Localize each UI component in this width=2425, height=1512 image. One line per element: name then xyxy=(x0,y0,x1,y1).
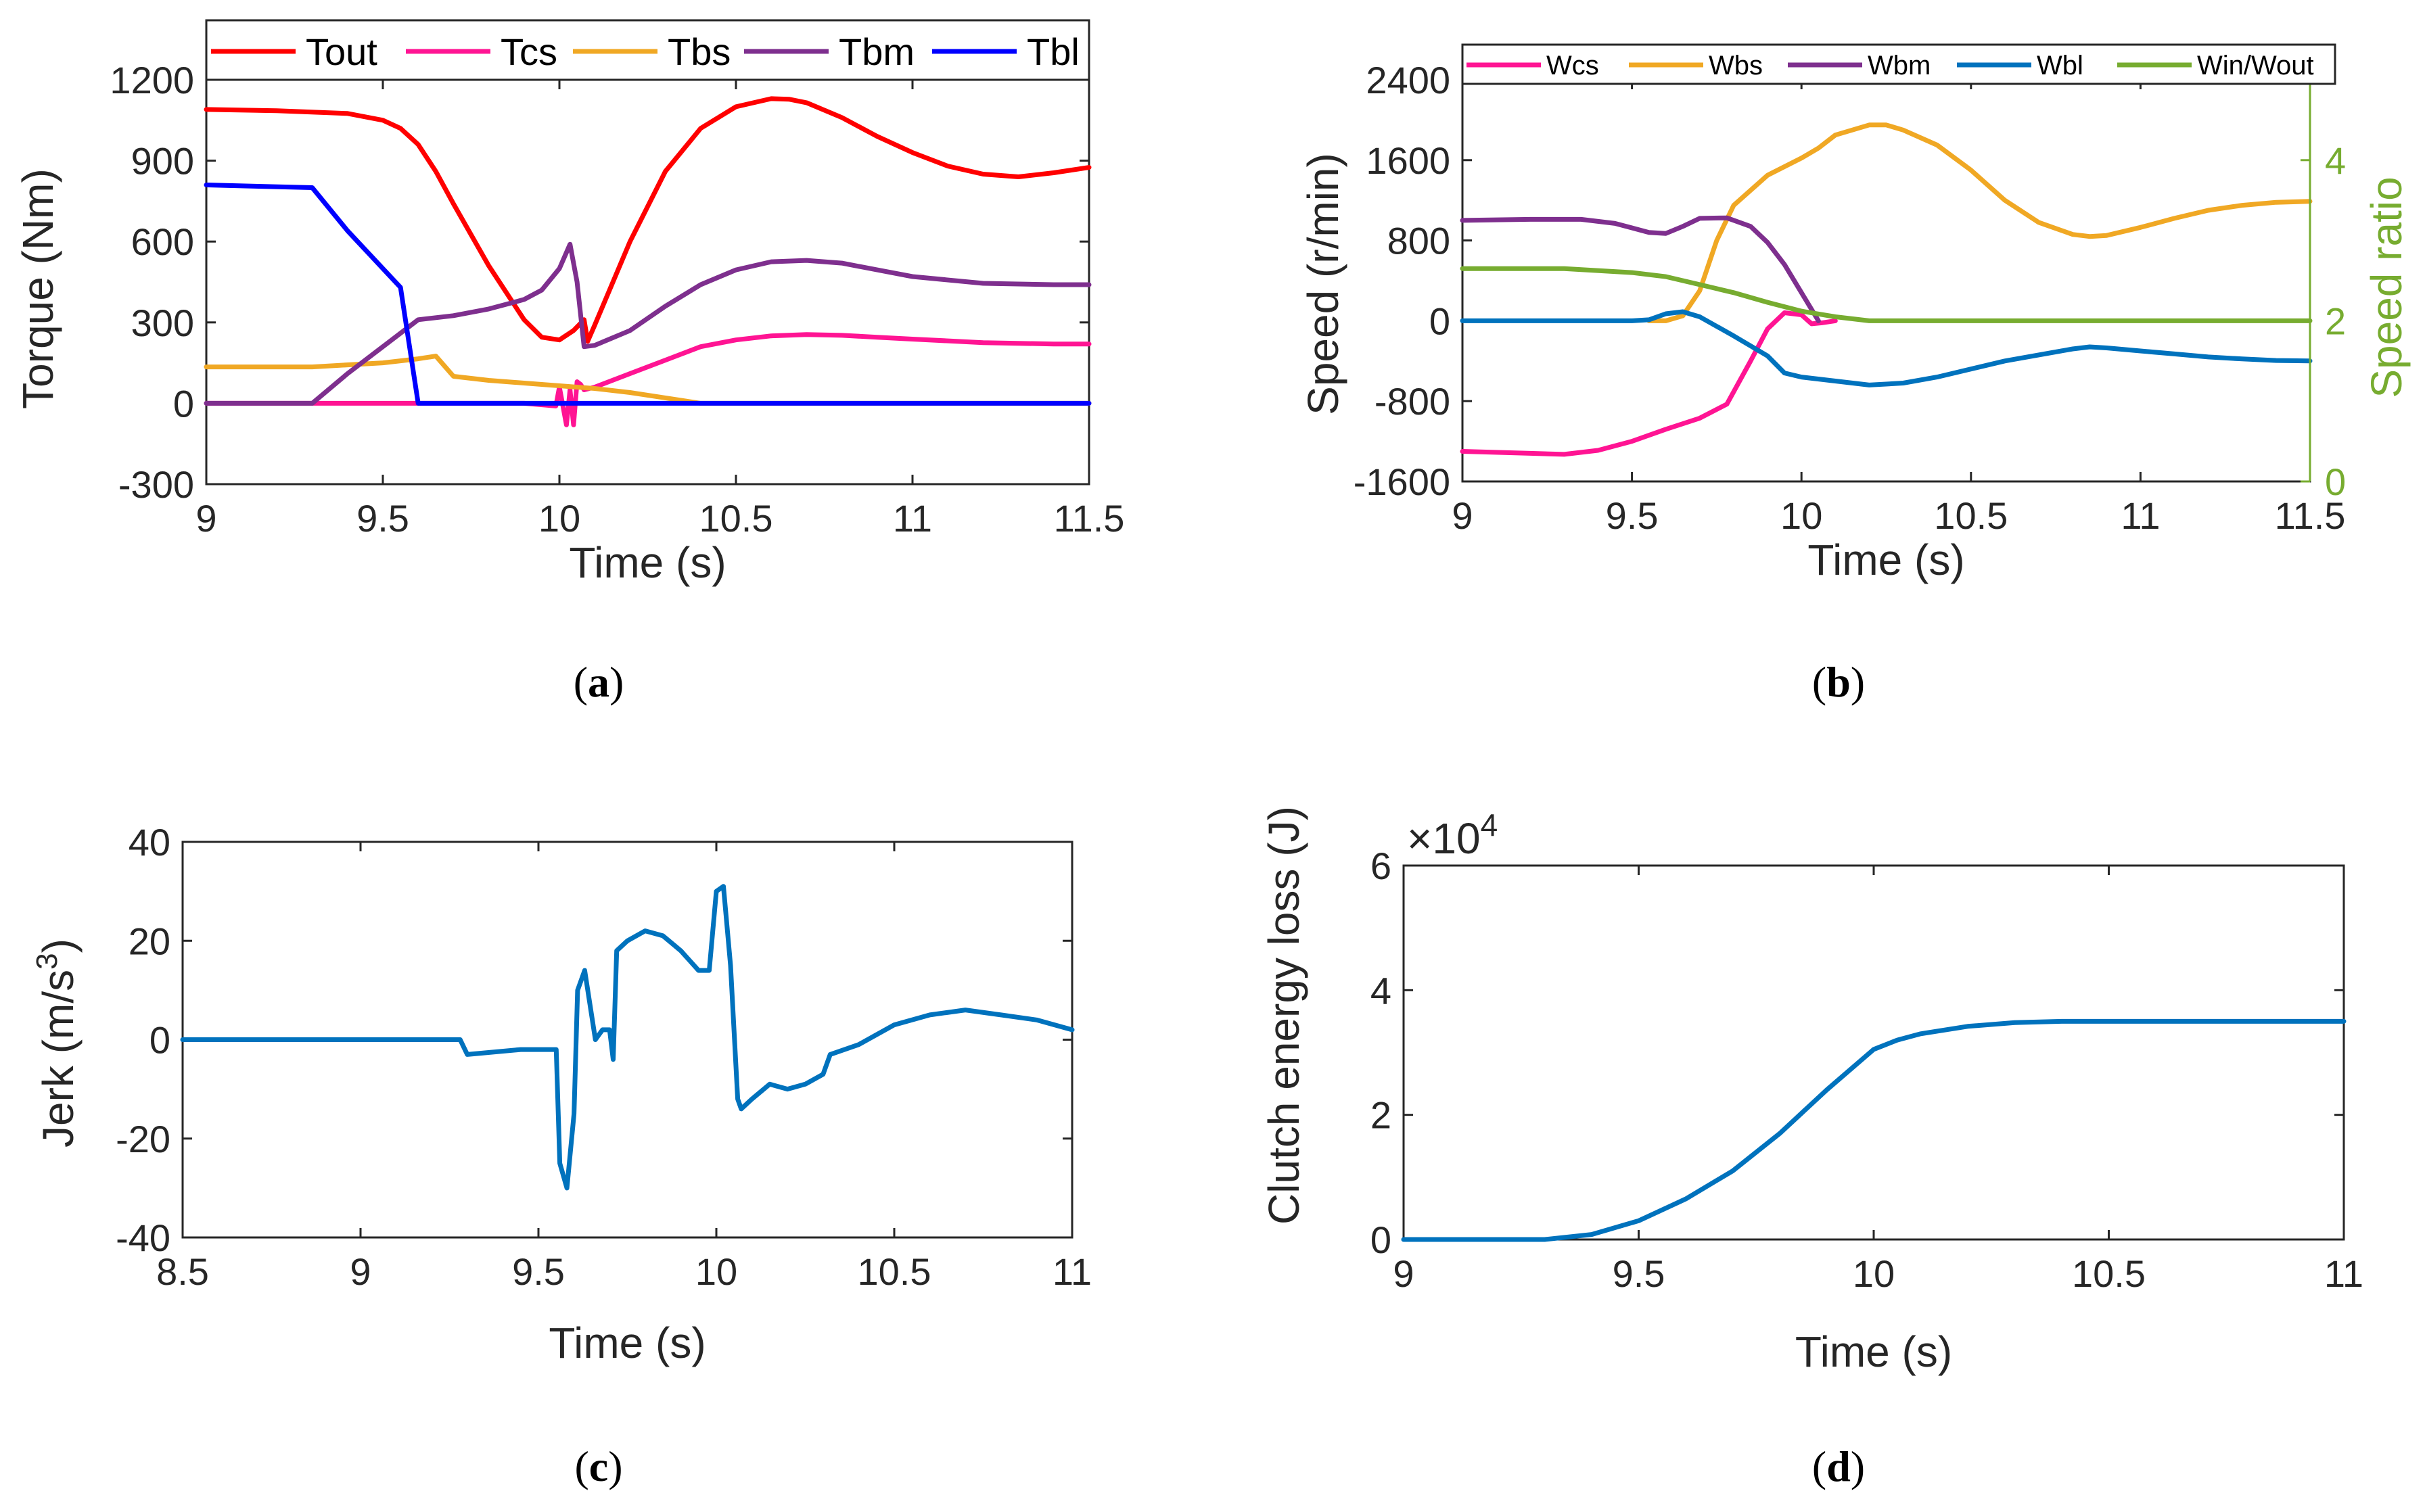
y-tick-label: 0 xyxy=(1370,1219,1391,1261)
legend-label-tcs: Tcs xyxy=(501,30,557,73)
series-line-wbm xyxy=(1460,215,1821,323)
panel-b: 9 9.5 10 10.5 11 11.5 -1600 -800 0 800 1600 2400 Tim… xyxy=(1299,43,2411,584)
x-tick-label: 9.5 xyxy=(356,497,409,540)
axis-exponent-label: ×104 xyxy=(1407,807,1498,863)
y-tick-label: 2 xyxy=(1370,1094,1391,1137)
x-tick-label: 11 xyxy=(893,497,932,540)
y-axis-title-end: ) xyxy=(34,939,83,953)
legend-label-win-wout: Win/Wout xyxy=(2197,51,2314,80)
series-line-win-wout xyxy=(1460,266,2313,323)
x-tick-label: 11 xyxy=(2121,494,2160,537)
y-tick-label: 800 xyxy=(1387,220,1450,262)
y-axis-title: Jerk (m/s3) xyxy=(30,939,83,1148)
x-tick-label: 10.5 xyxy=(1934,494,2008,537)
y-axis-title: Torque (Nm) xyxy=(14,168,62,409)
panel-d: 9 9.5 10 10.5 11 0 2 4 6 Time (s) Clutch energy lo… xyxy=(1260,806,2363,1376)
legend: Wcs Wbs Wbm Wbl Win/Wout xyxy=(1461,43,2336,85)
plot-area-b xyxy=(1461,78,2311,483)
y-tick-label: 4 xyxy=(1370,969,1391,1012)
y2-tick-label: 4 xyxy=(2325,139,2346,182)
series-line-tbm xyxy=(204,241,1092,406)
series-line-wcs xyxy=(1460,310,1838,457)
y-tick-label: 2400 xyxy=(1366,59,1450,101)
y-tick-label: 600 xyxy=(131,220,194,263)
x-tick-label: 10.5 xyxy=(2072,1252,2146,1295)
y-tick-label: -800 xyxy=(1375,380,1450,423)
y-tick-label: -20 xyxy=(116,1118,170,1160)
x-tick-label: 10 xyxy=(695,1250,737,1293)
y-tick-label: 1600 xyxy=(1366,139,1450,182)
y-tick-label: 0 xyxy=(149,1019,170,1062)
y-tick-label: 20 xyxy=(129,920,170,962)
caption-d: (d) xyxy=(1812,1442,1865,1490)
x-axis-title: Time (s) xyxy=(1795,1327,1952,1376)
legend-label-tout: Tout xyxy=(306,30,377,73)
x-tick-label: 10 xyxy=(1780,494,1822,537)
x-tick-label: 10.5 xyxy=(858,1250,931,1293)
legend-label-wbm: Wbm xyxy=(1868,51,1931,80)
x-tick-label: 11 xyxy=(1053,1250,1092,1293)
x-tick-label: 11.5 xyxy=(2275,494,2346,537)
series-line-tcs xyxy=(204,332,1092,427)
legend-label-wcs: Wcs xyxy=(1546,51,1599,80)
x-tick-label: 8.5 xyxy=(156,1250,209,1293)
legend-label-tbm: Tbm xyxy=(839,30,915,73)
legend-label-tbs: Tbs xyxy=(668,30,731,73)
x-tick-label: 9 xyxy=(195,497,216,540)
x-tick-label: 9.5 xyxy=(512,1250,565,1293)
y-tick-label: -300 xyxy=(118,463,194,506)
y2-axis-title: Speed ratio xyxy=(2362,176,2411,398)
x-tick-label: 10 xyxy=(538,497,580,540)
y-tick-label: 300 xyxy=(131,302,194,344)
y-tick-label: 0 xyxy=(1429,300,1450,342)
axis-exponent-base: ×10 xyxy=(1407,814,1481,863)
series-line-tbl xyxy=(204,183,1092,406)
y2-tick-label: 0 xyxy=(2325,460,2346,503)
x-axis-title: Time (s) xyxy=(1807,536,1964,584)
y-tick-label: -1600 xyxy=(1354,460,1450,503)
legend-label-tbl: Tbl xyxy=(1027,30,1080,73)
axis-exponent-power: 4 xyxy=(1481,807,1498,843)
x-tick-label: 9.5 xyxy=(1606,494,1659,537)
x-tick-label: 10 xyxy=(1853,1252,1895,1295)
panel-c: 8.5 9 9.5 10 10.5 11 -40 -20 0 20 40 Time (s) Jerk (… xyxy=(30,821,1092,1367)
x-axis-title: Time (s) xyxy=(549,1319,706,1367)
series-line-wbs xyxy=(1646,122,2313,323)
series-line-wbl xyxy=(1460,309,2313,387)
y-axis-title-exponent: 3 xyxy=(30,953,64,969)
plot-area-a xyxy=(205,78,1090,486)
x-axis-title: Time (s) xyxy=(569,538,726,587)
caption-c: (c) xyxy=(574,1442,622,1490)
x-tick-label: 9 xyxy=(1393,1252,1414,1295)
y-tick-label: 1200 xyxy=(110,59,194,101)
legend-label-wbl: Wbl xyxy=(2037,51,2083,80)
x-tick-label: 9 xyxy=(1452,494,1473,537)
panel-a: 9 9.5 10 10.5 11 11.5 -300 0 300 600 900 1200 Time (… xyxy=(14,19,1125,587)
series-line-clutch-energy-loss xyxy=(1401,1018,2347,1242)
y2-tick-label: 2 xyxy=(2325,300,2346,342)
y-tick-label: 6 xyxy=(1370,845,1391,887)
x-tick-label: 11 xyxy=(2324,1252,2363,1295)
legend-label-wbs: Wbs xyxy=(1709,51,1763,80)
x-tick-label: 9.5 xyxy=(1613,1252,1665,1295)
series-line-tout xyxy=(204,96,1092,344)
legend: Tout Tcs Tbs Tbm Tbl xyxy=(205,19,1090,81)
x-tick-label: 9 xyxy=(350,1250,371,1293)
y-axis-title: Speed (r/min) xyxy=(1299,153,1347,415)
y-tick-label: 0 xyxy=(173,382,194,425)
caption-b: (b) xyxy=(1812,658,1865,706)
x-tick-label: 11.5 xyxy=(1054,497,1125,540)
y-axis-title: Clutch energy loss (J) xyxy=(1260,806,1308,1225)
y-tick-label: 900 xyxy=(131,140,194,183)
y-tick-label: 40 xyxy=(129,821,170,864)
caption-a: (a) xyxy=(574,658,624,706)
y-axis-title-main: Jerk (m/s xyxy=(34,970,83,1148)
series-line-jerk xyxy=(180,884,1075,1191)
x-tick-label: 10.5 xyxy=(699,497,773,540)
y-tick-label: -40 xyxy=(116,1216,170,1259)
